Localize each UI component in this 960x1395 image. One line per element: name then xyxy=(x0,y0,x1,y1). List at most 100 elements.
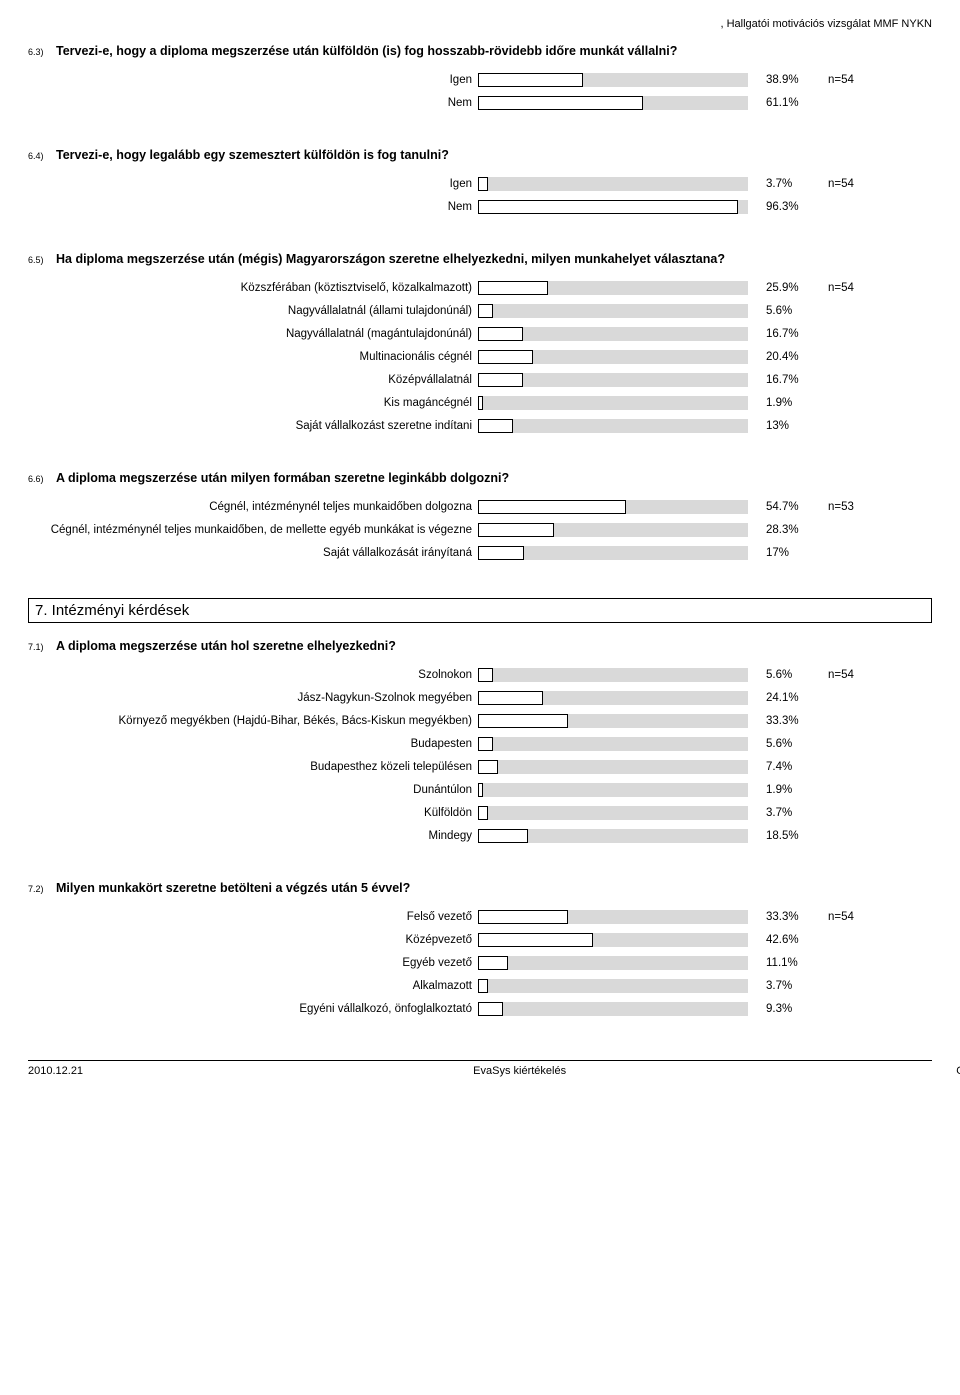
bar-fill xyxy=(478,350,533,364)
bar-cell xyxy=(478,94,758,112)
bar-track xyxy=(478,523,748,537)
bar-track xyxy=(478,350,748,364)
answer-percent: 28.3% xyxy=(758,524,828,536)
answer-percent: 25.9% xyxy=(758,282,828,294)
answer-label: Kis magáncégnél xyxy=(28,397,478,409)
answer-label: Nagyvállalatnál (magántulajdonúnál) xyxy=(28,328,478,340)
bar-track xyxy=(478,327,748,341)
question-text: Tervezi-e, hogy legalább egy szemesztert… xyxy=(56,148,932,162)
bar-cell xyxy=(478,689,758,707)
answer-percent: 5.6% xyxy=(758,669,828,681)
question-number: 6.5) xyxy=(28,253,56,265)
bar-cell xyxy=(478,325,758,343)
bar-track xyxy=(478,933,748,947)
bar-cell xyxy=(478,735,758,753)
answer-percent: 1.9% xyxy=(758,784,828,796)
bar-fill xyxy=(478,806,488,820)
question-block: 6.6)A diploma megszerzése után milyen fo… xyxy=(28,471,932,564)
footer-page: Oldal7 xyxy=(956,1065,960,1077)
bar-fill xyxy=(478,281,548,295)
bar-cell xyxy=(478,175,758,193)
bar-track xyxy=(478,304,748,318)
page-footer: 2010.12.21 EvaSys kiértékelés Oldal7 xyxy=(28,1063,960,1079)
answer-percent: 9.3% xyxy=(758,1003,828,1015)
bar-track xyxy=(478,373,748,387)
question-block: 6.3)Tervezi-e, hogy a diploma megszerzés… xyxy=(28,44,932,114)
bar-cell xyxy=(478,348,758,366)
answer-row: Dunántúlon 1.9% xyxy=(28,778,932,801)
bar-cell xyxy=(478,71,758,89)
answer-label: Multinacionális cégnél xyxy=(28,351,478,363)
answer-row: Cégnél, intézménynél teljes munkaidőben,… xyxy=(28,518,932,541)
answer-n: n=54 xyxy=(828,74,888,86)
bar-track xyxy=(478,281,748,295)
bar-cell xyxy=(478,544,758,562)
answer-percent: 20.4% xyxy=(758,351,828,363)
bar-cell xyxy=(478,302,758,320)
answer-label: Közszférában (köztisztviselő, közalkalma… xyxy=(28,282,478,294)
answer-label: Környező megyékben (Hajdú-Bihar, Békés, … xyxy=(28,715,478,727)
answer-row: Külföldön3.7% xyxy=(28,801,932,824)
question-text: A diploma megszerzése után milyen formáb… xyxy=(56,471,932,485)
bar-cell xyxy=(478,371,758,389)
bar-track xyxy=(478,783,748,797)
question-block: 6.4)Tervezi-e, hogy legalább egy szemesz… xyxy=(28,148,932,218)
bar-fill xyxy=(478,714,568,728)
bar-track xyxy=(478,829,748,843)
bar-fill xyxy=(478,910,568,924)
question-number: 6.3) xyxy=(28,45,56,57)
answer-label: Középvállalatnál xyxy=(28,374,478,386)
question-block: 7.1)A diploma megszerzése után hol szere… xyxy=(28,639,932,847)
question-text: Ha diploma megszerzése után (mégis) Magy… xyxy=(56,252,932,266)
question-number: 7.1) xyxy=(28,640,56,652)
bar-cell xyxy=(478,521,758,539)
bar-fill xyxy=(478,1002,503,1016)
answer-row: Nem61.1% xyxy=(28,91,932,114)
answer-row: Nagyvállalatnál (állami tulajdonúnál)5.6… xyxy=(28,299,932,322)
answer-percent: 3.7% xyxy=(758,178,828,190)
answer-n: n=54 xyxy=(828,282,888,294)
footer-rule xyxy=(28,1060,932,1061)
bar-cell xyxy=(478,954,758,972)
answer-percent: 1.9% xyxy=(758,397,828,409)
answer-percent: 33.3% xyxy=(758,911,828,923)
question-block: 7.2)Milyen munkakört szeretne betölteni … xyxy=(28,881,932,1020)
bar-fill xyxy=(478,933,593,947)
bar-track xyxy=(478,419,748,433)
answer-row: Budapesthez közeli településen7.4% xyxy=(28,755,932,778)
bar-track xyxy=(478,546,748,560)
answer-label: Külföldön xyxy=(28,807,478,819)
answer-row: Nagyvállalatnál (magántulajdonúnál) 16.7% xyxy=(28,322,932,345)
bar-track xyxy=(478,1002,748,1016)
answer-percent: 16.7% xyxy=(758,374,828,386)
answer-label: Saját vállalkozást szeretne indítani xyxy=(28,420,478,432)
bar-fill xyxy=(478,200,738,214)
bar-cell xyxy=(478,417,758,435)
answer-row: Környező megyékben (Hajdú-Bihar, Békés, … xyxy=(28,709,932,732)
answer-n: n=54 xyxy=(828,669,888,681)
answer-percent: 96.3% xyxy=(758,201,828,213)
bar-fill xyxy=(478,956,508,970)
answer-row: Egyéb vezető11.1% xyxy=(28,951,932,974)
answer-label: Középvezető xyxy=(28,934,478,946)
question-number: 6.6) xyxy=(28,472,56,484)
bar-track xyxy=(478,177,748,191)
bar-fill xyxy=(478,177,488,191)
answer-percent: 16.7% xyxy=(758,328,828,340)
bar-fill xyxy=(478,327,523,341)
answer-label: Egyéb vezető xyxy=(28,957,478,969)
bar-fill xyxy=(478,419,513,433)
bar-track xyxy=(478,910,748,924)
answer-row: Multinacionális cégnél 20.4% xyxy=(28,345,932,368)
bar-fill xyxy=(478,737,493,751)
answer-label: Dunántúlon xyxy=(28,784,478,796)
answer-label: Mindegy xyxy=(28,830,478,842)
bar-fill xyxy=(478,829,528,843)
bar-cell xyxy=(478,781,758,799)
answer-label: Alkalmazott xyxy=(28,980,478,992)
answer-row: Kis magáncégnél 1.9% xyxy=(28,391,932,414)
bar-track xyxy=(478,396,748,410)
answer-percent: 3.7% xyxy=(758,980,828,992)
answer-row: Saját vállalkozást szeretne indítani13% xyxy=(28,414,932,437)
answer-label: Cégnél, intézménynél teljes munkaidőben … xyxy=(28,501,478,513)
